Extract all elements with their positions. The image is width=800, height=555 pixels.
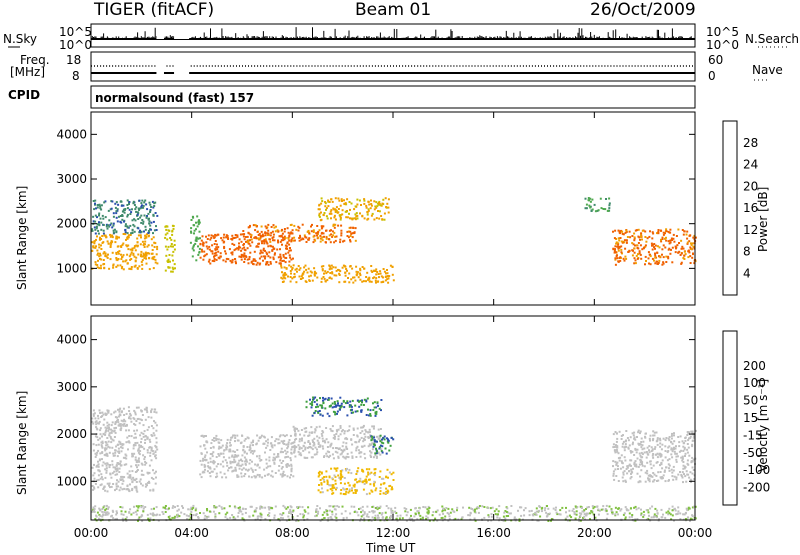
station-title: TIGER (fitACF) [94,0,215,20]
velocity-cells [91,396,697,522]
power-colorbar-tick: 24 [743,158,758,172]
freq-label-1: Freq. [20,53,50,67]
freq-gap-0 [156,53,164,79]
velocity-ytick-label: 4000 [56,333,87,347]
power-band-7 [280,264,395,284]
velocity-colorbar-label: Velocity [m s⁻¹] [756,378,770,472]
nsearch-label: N.Search [745,32,800,46]
power-band-5 [242,223,357,244]
nsky-gap-1 [174,25,190,39]
velocity-band-5 [370,434,395,455]
power-ytick-label: 3000 [56,172,87,186]
nsky-strip-frame [90,23,696,48]
date-title: 26/Oct/2009 [590,0,696,20]
power-band-0 [91,233,159,271]
nsearch-bottom-tick: 10^0 [706,38,739,52]
power-colorbar-tick: 16 [743,201,758,215]
velocity-colorbar-tick: 100 [743,376,766,390]
velocity-band-7 [91,504,697,522]
velocity-band-3 [305,396,383,418]
x-tick-label: 20:00 [577,526,612,540]
velocity-band-2 [292,424,383,460]
nsky-label: N.Sky [3,32,38,46]
velocity-ytick-label: 1000 [56,474,87,488]
power-band-1 [91,199,159,235]
velocity-ytick-label: 2000 [56,427,87,441]
nave-label: Nave [752,63,783,77]
x-tick-label: 04:00 [174,526,209,540]
power-band-8 [612,228,697,266]
x-axis-label: Time UT [366,541,416,555]
power-band-9 [584,197,611,213]
velocity-colorbar-tick: 200 [743,359,766,373]
nsky-bottom-tick: 10^0 [59,38,92,52]
velocity-band-0 [91,406,159,493]
power-band-3 [189,215,201,262]
power-band-4 [199,232,294,266]
power-colorbar-tick: 4 [743,266,751,280]
cpid-frame [90,85,696,109]
x-tick-label: 16:00 [476,526,511,540]
velocity-colorbar-tick: -100 [743,463,770,477]
freq-label-2: [MHz] [10,65,46,79]
nsky-gap-0 [156,25,164,39]
freq-top-tick: 18 [66,53,82,67]
power-colorbar-tick: 8 [743,245,751,259]
x-tick-label: 08:00 [275,526,310,540]
nsearch-top-tick: 10^5 [706,25,739,39]
power-cells [91,197,697,284]
velocity-colorbar-tick: -200 [743,481,770,495]
x-tick-label: 00:00 [74,526,109,540]
velocity-colorbar-frame [722,330,738,506]
power-ytick-label: 4000 [56,127,87,141]
velocity-band-4 [317,467,395,496]
power-band-2 [164,224,176,273]
cpid-label: CPID [8,88,41,102]
power-ytick-label: 2000 [56,217,87,231]
power-colorbar-tick: 28 [743,136,758,150]
power-colorbar-tick: 12 [743,223,758,237]
power-colorbar-frame [722,120,738,296]
freq-gap-1 [174,53,190,79]
cpid-text: normalsound (fast) 157 [95,91,255,105]
velocity-colorbar-tick: -50 [743,446,763,460]
power-colorbar-tick: 20 [743,179,758,193]
velocity-colorbar-tick: -15 [743,428,763,442]
x-tick-label: 00:00 [678,526,713,540]
power-band-6 [317,197,390,222]
nsky-top-tick: 10^5 [59,25,92,39]
velocity-band-1 [199,434,295,479]
velocity-ylabel: Slant Range [km] [15,390,29,495]
power-ytick-label: 1000 [56,261,87,275]
power-colorbar-label: Power [dB] [756,186,770,252]
velocity-colorbar-tick: 50 [743,394,758,408]
x-tick-label: 12:00 [376,526,411,540]
nave-top-tick: 60 [708,53,724,67]
velocity-ytick-label: 3000 [56,380,87,394]
beam-title: Beam 01 [355,0,432,20]
freq-bottom-tick: 8 [72,69,80,83]
velocity-colorbar-tick: 15 [743,411,758,425]
nave-bottom-tick: 0 [708,69,716,83]
power-ylabel: Slant Range [km] [15,185,29,290]
velocity-band-6 [612,429,697,484]
